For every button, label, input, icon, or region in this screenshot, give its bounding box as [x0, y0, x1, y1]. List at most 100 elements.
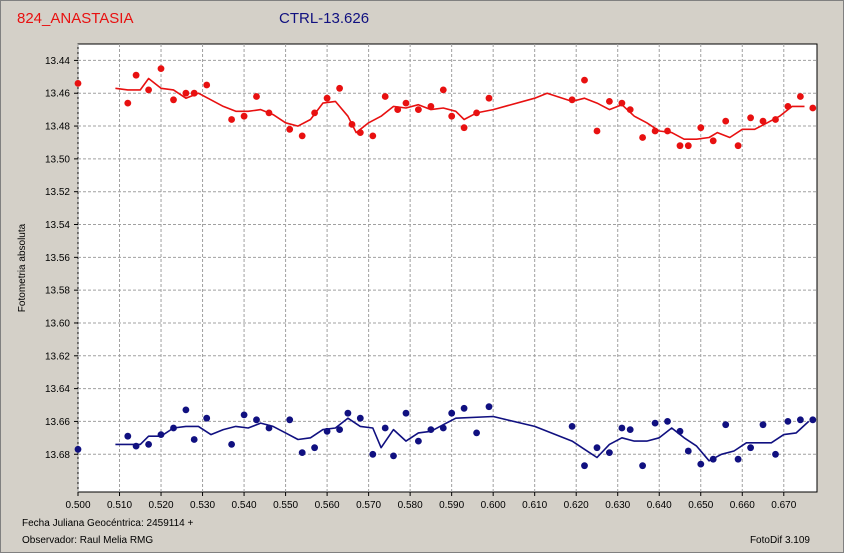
control-data-point	[145, 441, 153, 448]
control-data-point	[124, 432, 132, 440]
target-data-point	[734, 142, 742, 150]
target-data-point	[606, 98, 613, 105]
y-axis-label: Fotometria absoluta	[17, 223, 28, 312]
control-data-point	[460, 404, 468, 412]
y-tick-label: 13.66	[45, 417, 70, 428]
control-data-point	[568, 423, 576, 430]
target-data-point	[809, 104, 817, 112]
x-tick-label: 0.670	[771, 500, 796, 511]
target-data-point	[651, 127, 659, 135]
control-data-point	[427, 426, 435, 433]
target-data-point	[132, 71, 140, 79]
target-title: 824_ANASTASIA	[17, 10, 134, 27]
control-data-point	[402, 409, 410, 417]
target-data-point	[298, 132, 306, 140]
target-data-point	[190, 89, 198, 97]
x-tick-label: 0.570	[356, 500, 381, 511]
control-data-point	[157, 431, 165, 438]
target-data-point	[797, 93, 804, 100]
x-tick-label: 0.520	[149, 500, 174, 511]
x-tick-label: 0.540	[232, 500, 257, 511]
target-data-point	[639, 134, 646, 141]
control-data-point	[265, 424, 273, 432]
target-data-point	[356, 129, 364, 137]
observer-label: Observador: Raul Melia RMG	[22, 535, 154, 546]
control-data-point	[626, 426, 634, 433]
target-data-point	[593, 127, 601, 135]
series-layer	[74, 65, 817, 470]
target-data-point	[228, 116, 236, 123]
target-data-point	[568, 96, 576, 104]
control-data-point	[74, 445, 82, 453]
target-data-point	[415, 106, 422, 113]
control-data-point	[356, 414, 364, 422]
y-tick-label: 13.46	[45, 89, 70, 100]
control-data-point	[448, 409, 456, 417]
control-data-point	[772, 450, 779, 458]
x-tick-label: 0.510	[107, 500, 132, 511]
control-data-point	[747, 444, 754, 452]
control-data-point	[415, 437, 422, 445]
control-data-point	[203, 414, 211, 422]
control-data-point	[439, 424, 447, 432]
x-tick-label: 0.550	[273, 500, 298, 511]
target-data-point	[709, 137, 717, 145]
control-data-point	[485, 403, 493, 411]
target-data-point	[265, 109, 273, 117]
julian-date-label: Fecha Juliana Geocéntrica: 2459114 +	[22, 518, 194, 529]
control-data-point	[709, 455, 717, 463]
target-data-point	[286, 125, 294, 133]
control-data-point	[581, 462, 588, 470]
target-data-point	[402, 99, 410, 107]
control-data-point	[473, 429, 480, 437]
target-data-point	[485, 94, 493, 102]
target-data-point	[759, 117, 767, 125]
control-data-point	[606, 449, 613, 456]
target-data-point	[772, 116, 779, 123]
x-tick-label: 0.590	[439, 500, 464, 511]
control-data-point	[286, 416, 294, 424]
control-data-point	[228, 441, 236, 448]
control-data-point	[664, 418, 671, 425]
target-data-point	[473, 109, 480, 117]
target-data-point	[439, 86, 447, 94]
control-data-point	[697, 460, 705, 468]
target-data-point	[240, 112, 248, 120]
y-tick-label: 13.52	[45, 187, 70, 198]
control-fit-line	[115, 415, 810, 462]
y-tick-label: 13.60	[45, 318, 70, 329]
control-data-point	[784, 418, 792, 425]
target-series	[74, 65, 817, 150]
control-data-point	[369, 450, 377, 458]
target-data-point	[664, 127, 671, 135]
control-data-point	[240, 411, 248, 419]
target-data-point	[381, 93, 389, 100]
control-data-point	[253, 416, 260, 424]
target-data-point	[448, 112, 456, 120]
control-data-point	[734, 455, 742, 463]
control-data-point	[797, 416, 804, 424]
control-series	[74, 403, 817, 470]
y-axis-ticks: 13.44 13.46 13.48 13.50 13.52 13.54 13.56 13.58…	[45, 56, 78, 461]
y-tick-label: 13.56	[45, 253, 70, 264]
target-data-point	[684, 142, 692, 150]
control-data-point	[809, 416, 817, 424]
control-data-point	[344, 409, 352, 417]
control-data-point	[190, 436, 198, 443]
control-data-point	[298, 449, 306, 456]
control-data-point	[170, 424, 177, 432]
target-data-point	[311, 109, 318, 117]
target-data-point	[182, 89, 190, 97]
target-data-point	[369, 132, 377, 140]
target-data-point	[253, 93, 260, 100]
target-data-point	[722, 117, 730, 125]
target-data-point	[348, 121, 356, 128]
y-tick-label: 13.50	[45, 154, 70, 165]
x-axis-ticks: 0.500 0.510 0.520 0.530 0.540 0.550 0.560 0.570…	[65, 492, 797, 511]
target-data-point	[323, 94, 331, 102]
control-data-point	[684, 447, 692, 455]
x-tick-label: 0.500	[65, 500, 90, 511]
target-fit-line	[115, 77, 805, 140]
control-data-point	[132, 442, 140, 450]
